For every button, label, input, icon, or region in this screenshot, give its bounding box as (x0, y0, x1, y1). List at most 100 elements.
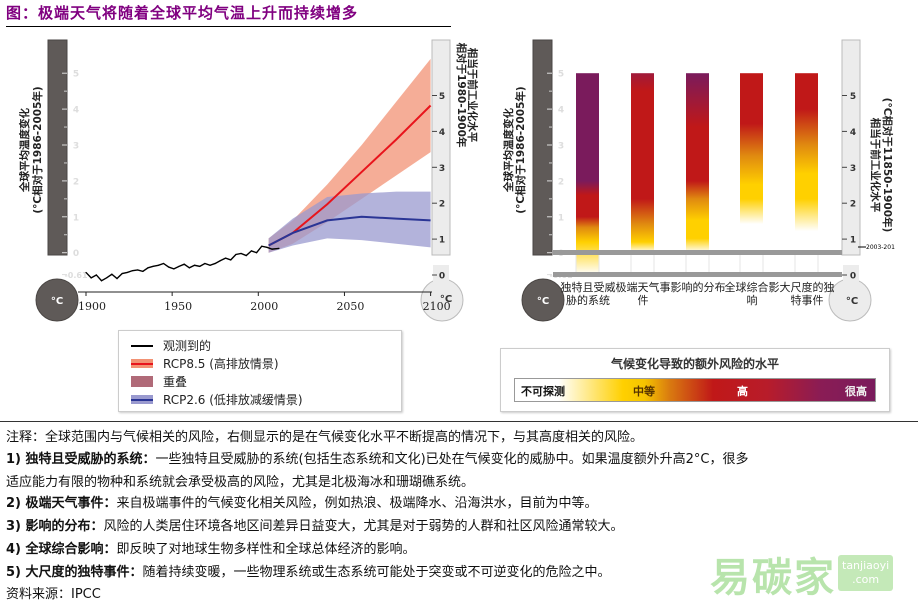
unit-label: °C (537, 296, 549, 307)
note-text: 来自极端事件的气候变化相关风险，例如热浪、极端降水、沿海洪水，目前为中等。 (116, 496, 598, 511)
observed-point (224, 257, 227, 259)
note-head: 5) 大尺度的独特事件： (6, 565, 143, 580)
observed-point (204, 262, 206, 265)
note-5: 5) 大尺度的独特事件：随着持续变暖，一些物理系统或生态系统可能处于突变或不可逆… (6, 561, 611, 580)
observed-point (152, 265, 154, 267)
category-label: 特事件 (791, 293, 824, 307)
x-tick-label: 1900 (78, 300, 106, 313)
observed-point (142, 270, 144, 272)
left-axis-label: 全球平均温度变化 (18, 108, 31, 193)
axis-tick-label: 0 (73, 249, 79, 259)
axis-tick-label: 1 (558, 213, 564, 223)
observed-point (219, 259, 221, 262)
marker-label: 2003-201 (866, 244, 895, 251)
note-4: 4) 全球综合影响：即反映了对地球生物多样性和全球总体经济的影响。 (6, 538, 416, 557)
source: 资料来源：IPCC (6, 587, 101, 602)
observed-point (178, 265, 180, 267)
unit-label: °C (846, 296, 858, 307)
legend-label: 重叠 (163, 375, 188, 389)
axis-tick-label: 3 (850, 164, 856, 174)
legend-label: RCP8.5 (高排放情景) (163, 357, 279, 371)
observed-point (162, 262, 165, 265)
left-axis-sublabel: (°C相对于1986-2005年) (514, 86, 527, 213)
legend-risk: 气候变化导致的额外风险的水平 不可探测 中等 高 很高 (500, 348, 890, 412)
thermometer-neck (433, 265, 449, 285)
observed-point (90, 277, 92, 279)
x-tick-label: 2100 (423, 300, 451, 313)
axis-tick-label: 2 (439, 200, 445, 210)
axis-tick-label: 5 (850, 92, 856, 102)
axis-tick-label: 5 (558, 70, 564, 80)
risk-bar (631, 73, 654, 275)
observed-point (137, 269, 139, 271)
observed-point (157, 264, 159, 266)
category-label: 响 (747, 294, 758, 307)
axis-tick-label: 3 (73, 142, 79, 152)
axis-tick-label: 1 (439, 236, 445, 246)
legend-label: 观测到的 (163, 339, 212, 353)
axis-tick-label: 1 (73, 213, 79, 223)
axis-tick-label: 4 (439, 128, 445, 138)
observed-point (199, 265, 201, 267)
category-label: 全球综合影 (725, 280, 780, 294)
left-axis-label: 全球平均温度变化 (502, 108, 515, 193)
category-label: 独特且受威 (561, 280, 616, 294)
observed-point (183, 263, 185, 265)
light-thermometer-tube (431, 39, 451, 256)
axis-tick-label: 3 (439, 164, 445, 174)
observed-point (168, 266, 170, 268)
axis-tick-label: 4 (73, 106, 79, 116)
x-tick-label: 2000 (250, 300, 278, 313)
observed-point (106, 277, 108, 279)
axis-tick-label: 5 (439, 92, 445, 102)
watermark-tld: .com (852, 573, 880, 586)
axis-tick-label: 2 (558, 177, 564, 187)
x-tick-label: 2050 (336, 300, 364, 313)
observed-point (235, 253, 237, 256)
axis-tick-label: 0 (439, 272, 445, 282)
observed-point (95, 274, 97, 276)
preindustrial-band (553, 272, 842, 277)
axis-tick-label: 5 (73, 70, 79, 80)
title-rule (6, 26, 451, 27)
legend-item-overlap: 重叠 (131, 373, 187, 390)
unit-label: °C (51, 296, 63, 307)
rcp26-range-band (268, 191, 431, 253)
risk-gradient-bar: 不可探测 中等 高 很高 (514, 378, 876, 402)
observed-point (173, 268, 175, 270)
watermark-logo: 易碳家 (710, 555, 836, 601)
axis-tick-label: 4 (850, 128, 856, 138)
observed-point (250, 250, 253, 252)
observed-point (271, 248, 273, 250)
observed-point (230, 259, 232, 261)
watermark-site-name: tanjiaoyi (842, 559, 890, 572)
observed-point (278, 247, 280, 249)
note-text: 随着持续变暖，一些物理系统或生态系统可能处于突变或不可逆变化的危险之中。 (142, 565, 611, 580)
legend-left: 观测到的 RCP8.5 (高排放情景) 重叠 RCP2.6 (低排放减缓情景) (118, 330, 402, 412)
note-1: 1) 独特且受威胁的系统：一些独特且受威胁的系统(包括生态系统和文化)已处在气候… (6, 448, 749, 467)
risk-label-high: 高 (737, 385, 748, 398)
axis-tick-label: 4 (558, 106, 564, 116)
x-tick-label: 1950 (164, 300, 192, 313)
risk-bar (795, 73, 818, 275)
notes: 注释：全球范围内与气候相关的风险，右侧显示的是在气候变化水平不断提高的情况下，与… (0, 421, 918, 602)
right-axis-sublabel: 相当于前工业化水平 (466, 48, 479, 143)
note-head: 2) 极端天气事件： (6, 496, 117, 511)
legend-item-observed: 观测到的 (131, 337, 211, 354)
observed-point (121, 272, 123, 275)
rcp26-mean-line (268, 215, 431, 247)
risk-label-moderate: 中等 (633, 385, 655, 398)
observed-point (131, 270, 134, 272)
observed-point (245, 254, 247, 257)
observed-point (240, 252, 242, 255)
note-1-cont: 适应能力有限的物种和系统就会承受极高的风险，尤其是北极海冰和珊瑚礁系统。 (6, 475, 475, 490)
dark-thermometer-bulb (521, 278, 565, 322)
risk-legend-title: 气候变化导致的额外风险的水平 (610, 357, 779, 371)
observed-point (255, 252, 258, 254)
observed-point (266, 246, 268, 248)
zero-band (553, 250, 842, 255)
axis-tick-label: 3 (558, 142, 564, 152)
thermometer-neck (843, 265, 859, 285)
axis-tick-label: 2 (850, 200, 856, 210)
